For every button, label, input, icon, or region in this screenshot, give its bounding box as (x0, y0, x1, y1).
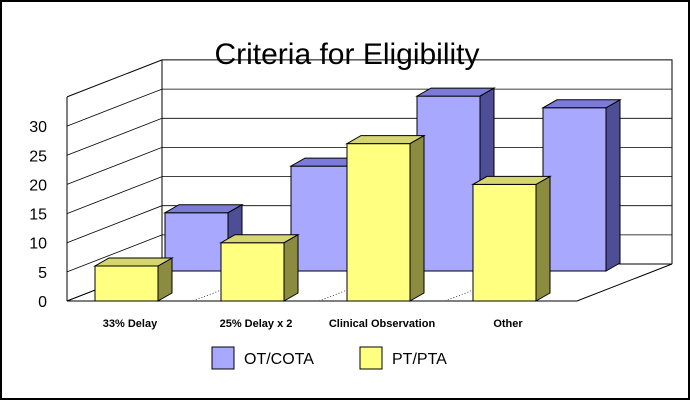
bars (93, 87, 622, 302)
y-tick-label: 5 (38, 265, 47, 282)
y-tick-label: 25 (29, 148, 47, 165)
bar (471, 175, 552, 302)
bar-top (163, 204, 244, 214)
chart-title: Criteria for Eligibility (214, 38, 479, 71)
bar (219, 233, 300, 302)
x-category-label: Clinical Observation (329, 318, 436, 330)
bar-side (535, 175, 551, 302)
bar-side (283, 233, 299, 302)
x-category-label: 25% Delay x 2 (220, 318, 293, 330)
bar-top (219, 234, 300, 244)
bar-front (220, 242, 285, 302)
legend-swatch (211, 346, 235, 370)
legend: OT/COTA PT/PTA (211, 346, 447, 370)
bar (93, 257, 174, 302)
legend-swatch (359, 346, 383, 370)
bar-top (471, 175, 552, 185)
bar-front (164, 212, 229, 272)
y-tick-label: 10 (29, 236, 47, 253)
gridline (66, 88, 672, 127)
bar-top (541, 99, 622, 109)
legend-label: PT/PTA (392, 351, 447, 368)
y-tick-label: 30 (29, 119, 47, 136)
bar-front (94, 265, 159, 302)
bar (541, 98, 622, 272)
y-tick-label: 15 (29, 207, 47, 224)
bar-front (542, 107, 607, 272)
bar-side (605, 98, 621, 272)
y-axis-ticks: 0 5 10 15 20 25 30 (29, 119, 47, 311)
gridline (66, 117, 672, 156)
y-tick-label: 0 (38, 294, 47, 311)
bar-front (290, 165, 355, 272)
x-category-label: 33% Delay (103, 318, 158, 330)
bar (345, 134, 426, 302)
bar-top (93, 257, 174, 267)
bar-front (346, 143, 411, 302)
bar-side (409, 134, 425, 302)
bar-top (345, 135, 426, 145)
x-axis-labels: 33% Delay 25% Delay x 2 Clinical Observati… (103, 318, 524, 330)
gridline (66, 146, 672, 185)
y-tick-label: 20 (29, 177, 47, 194)
bar-front (416, 95, 481, 272)
x-category-label: Other (493, 318, 523, 330)
back-wall-outline (66, 59, 673, 264)
bar-top (415, 87, 496, 97)
legend-label: OT/COTA (244, 351, 314, 368)
bar-front (472, 183, 537, 302)
